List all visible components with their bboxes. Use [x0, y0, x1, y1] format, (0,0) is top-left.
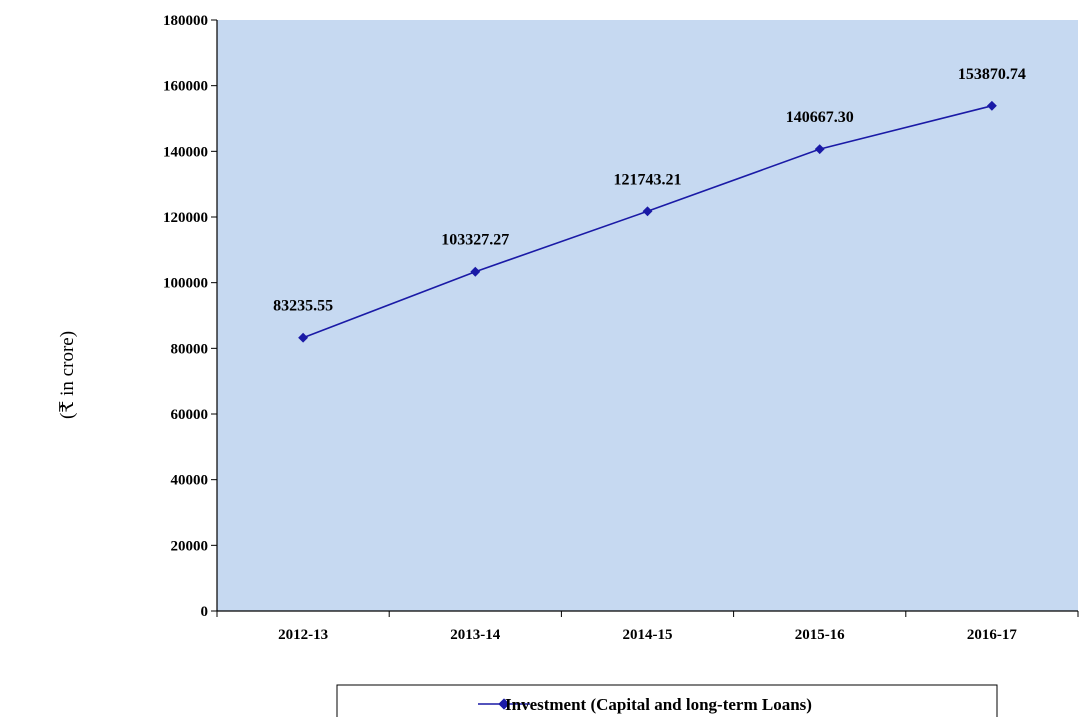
data-label: 83235.55 [273, 298, 333, 315]
data-label: 121743.21 [614, 171, 682, 188]
y-tick-label: 0 [201, 604, 209, 620]
data-point-marker [642, 206, 653, 217]
y-axis-title: (₹ in crore) [57, 331, 78, 419]
y-tick-label: 120000 [163, 210, 208, 226]
y-tick-label: 160000 [163, 79, 208, 95]
y-tick-label: 60000 [171, 407, 209, 423]
y-tick-label: 140000 [163, 144, 208, 160]
x-tick-label: 2015-16 [795, 627, 845, 643]
y-tick-label: 80000 [171, 341, 209, 357]
legend-marker [498, 698, 510, 710]
y-tick-label: 180000 [163, 13, 208, 29]
series-layer: 83235.55 103327.27 121743.21 140667.30 15387… [273, 66, 1026, 343]
data-label: 140667.30 [786, 109, 854, 126]
legend: Investment (Capital and long-term Loans) [336, 684, 998, 717]
x-tick-label: 2014-15 [623, 627, 673, 643]
legend-label-investment: Investment (Capital and long-term Loans) [505, 695, 812, 714]
data-point-marker [470, 266, 481, 277]
data-label: 153870.74 [958, 66, 1026, 83]
data-point-marker [986, 100, 997, 111]
legend-box [336, 684, 998, 717]
plot-area [217, 20, 1078, 611]
y-tick-label: 100000 [163, 276, 208, 292]
data-point-marker [298, 332, 309, 343]
y-tick-label: 40000 [171, 473, 209, 489]
x-axis: 2012-13 2013-14 2014-15 2015-16 2016-17 [216, 610, 1079, 643]
y-tick-label: 20000 [171, 538, 209, 554]
data-label: 103327.27 [441, 232, 509, 249]
x-tick-label: 2016-17 [967, 627, 1017, 643]
data-point-marker [814, 144, 825, 155]
y-axis: 0 20000 40000 60000 80000 100000 120000 140000 1… [163, 13, 218, 620]
x-tick-label: 2012-13 [278, 627, 328, 643]
x-tick-label: 2013-14 [450, 627, 500, 643]
